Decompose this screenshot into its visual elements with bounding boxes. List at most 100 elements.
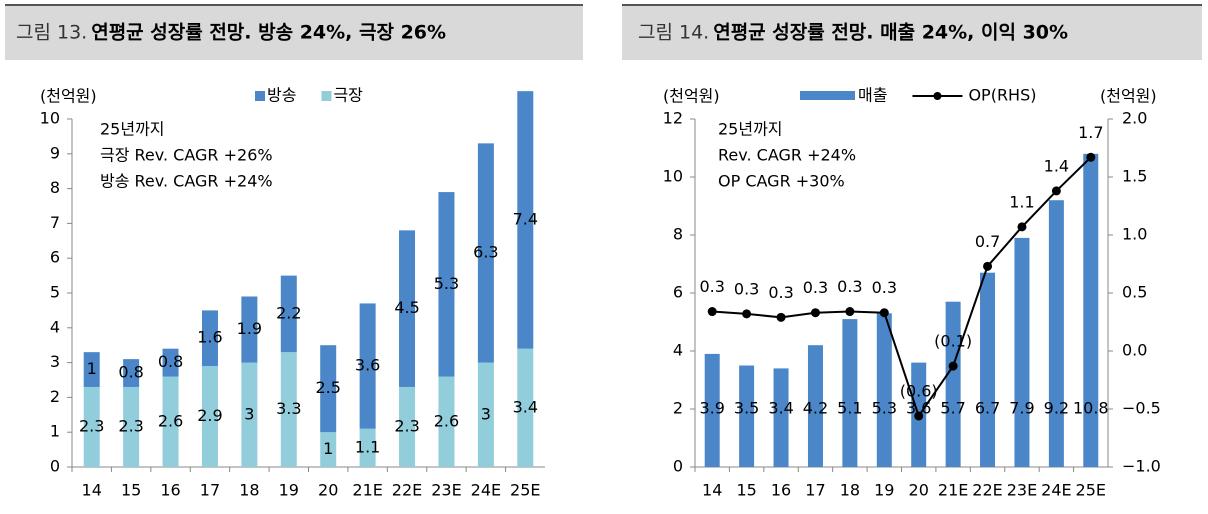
x-tick-label: 15 — [736, 481, 756, 500]
y2-tick-label: −1.0 — [1122, 457, 1161, 476]
bar — [359, 428, 376, 467]
bar — [241, 362, 258, 467]
y-tick-label: 9 — [50, 143, 60, 162]
y-tick-label: 5 — [50, 283, 60, 302]
x-tick-label: 17 — [805, 481, 825, 500]
op-line — [712, 156, 1092, 419]
x-tick-label: 16 — [771, 481, 791, 500]
y-tick-label: 0 — [673, 457, 683, 476]
data-label: 2.3 — [118, 416, 143, 435]
data-label: 0.3 — [872, 278, 897, 297]
data-label: 5.3 — [872, 399, 897, 418]
bar — [280, 352, 297, 467]
y2-tick-label: 0.0 — [1122, 341, 1147, 360]
y-tick-label: 12 — [663, 109, 683, 128]
data-label: 3 — [244, 404, 254, 423]
bar — [438, 192, 455, 377]
op-point — [845, 307, 855, 317]
x-tick-label: 24E — [1041, 481, 1071, 500]
legend-label: OP(RHS) — [968, 86, 1036, 105]
legend-swatch — [800, 91, 855, 100]
y-tick-label: 3 — [50, 352, 60, 371]
x-tick-label: 24E — [471, 481, 501, 500]
op-point — [1051, 186, 1061, 196]
data-label: 1.7 — [1078, 123, 1103, 142]
data-label: 5.3 — [434, 274, 459, 293]
header-band — [622, 5, 1202, 60]
bar — [517, 91, 534, 349]
bar — [945, 301, 961, 467]
data-label: 0.8 — [158, 352, 183, 371]
x-tick-label: 23E — [431, 481, 461, 500]
y2-tick-label: −0.5 — [1122, 399, 1161, 418]
bar — [807, 345, 823, 467]
data-label: 0.7 — [975, 232, 1000, 251]
bar — [1014, 237, 1030, 467]
legend-label: 극장 — [333, 86, 363, 105]
op-point — [1017, 222, 1027, 232]
op-point — [879, 308, 889, 318]
x-tick-label: 19 — [874, 481, 894, 500]
bar — [704, 353, 720, 467]
data-label: 3.9 — [699, 399, 724, 418]
y-tick-label: 2 — [673, 399, 683, 418]
x-tick-label: 19 — [279, 481, 299, 500]
data-label: 5.7 — [940, 399, 965, 418]
data-label: 5.1 — [837, 399, 862, 418]
data-label: 3.3 — [276, 399, 301, 418]
y2-tick-label: 1.0 — [1122, 225, 1147, 244]
y-axis-label: (천억원) — [663, 87, 720, 106]
x-tick-label: 14 — [702, 481, 722, 500]
annotation: OP CAGR +30% — [718, 172, 845, 191]
data-label: 2.5 — [315, 378, 340, 397]
data-label: 10.8 — [1073, 399, 1109, 418]
y-tick-label: 6 — [673, 283, 683, 302]
x-tick-label: 18 — [840, 481, 860, 500]
bar — [739, 365, 755, 467]
data-label: 4.2 — [803, 399, 828, 418]
data-label: 0.3 — [837, 277, 862, 296]
bar — [201, 310, 218, 367]
data-label: 6.3 — [473, 242, 498, 261]
x-tick-label: 18 — [239, 481, 259, 500]
annotation: 25년까지 — [718, 120, 783, 139]
data-label: (0.1) — [934, 332, 972, 351]
data-label: 1 — [323, 439, 333, 458]
bar — [399, 230, 416, 387]
data-label: 2.6 — [158, 411, 183, 430]
x-tick-label: 15 — [121, 481, 141, 500]
op-point — [948, 361, 958, 371]
data-label: 3.6 — [355, 356, 380, 375]
x-tick-label: 22E — [972, 481, 1002, 500]
bar — [241, 296, 258, 363]
y-tick-label: 8 — [673, 225, 683, 244]
legend-swatch — [321, 91, 332, 101]
data-label: 1.1 — [1009, 192, 1034, 211]
data-label: 3 — [481, 404, 491, 423]
annotation: 극장 Rev. CAGR +26% — [100, 146, 273, 165]
legend-label: 방송 — [267, 86, 296, 105]
op-point — [914, 411, 924, 421]
bar — [280, 275, 297, 353]
data-label: 3.4 — [768, 399, 793, 418]
y-tick-label: 6 — [50, 248, 60, 267]
data-label: 2.3 — [394, 416, 419, 435]
op-point — [776, 312, 786, 322]
bar — [320, 345, 337, 433]
bar — [83, 352, 100, 387]
data-label: 9.2 — [1044, 399, 1069, 418]
chart-title: 연평균 성장률 전망. 매출 24%, 이익 30% — [713, 22, 1068, 44]
x-tick-label: 14 — [82, 481, 102, 500]
data-label: 4.5 — [394, 298, 419, 317]
data-label: 3.4 — [513, 397, 538, 416]
bar — [477, 362, 494, 467]
data-label: 1.9 — [237, 319, 262, 338]
bar — [83, 386, 100, 467]
figure-label: 그림 14. — [638, 22, 709, 44]
header-band — [5, 5, 583, 60]
data-label: 7.4 — [513, 209, 538, 228]
x-tick-label: 21E — [352, 481, 382, 500]
y-tick-label: 0 — [50, 457, 60, 476]
y-tick-label: 1 — [50, 422, 60, 441]
